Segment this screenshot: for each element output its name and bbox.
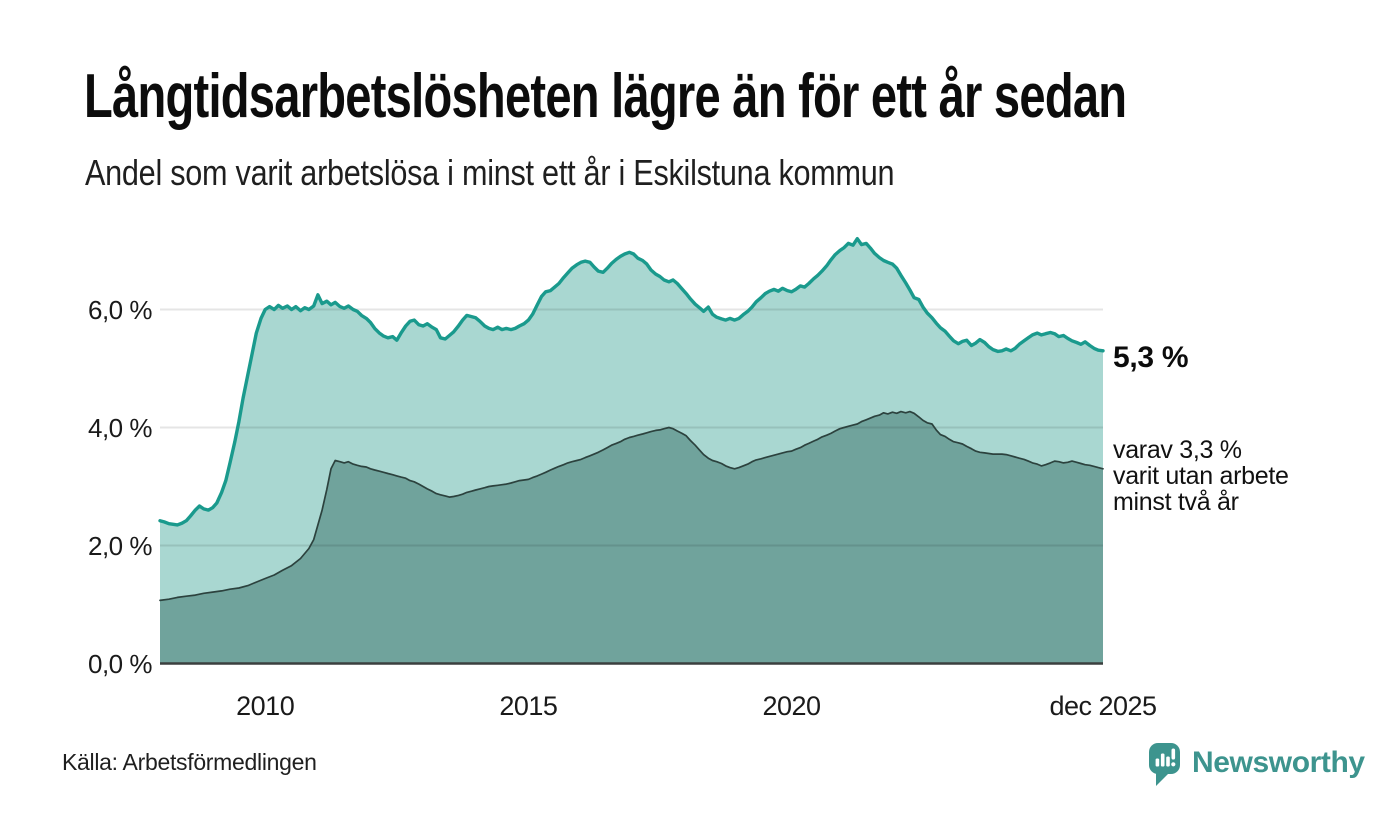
latest-value-label: 5,3 % bbox=[1113, 341, 1189, 374]
y-tick-2: 2,0 % bbox=[88, 530, 153, 561]
y-tick-4: 4,0 % bbox=[88, 412, 153, 443]
secondary-value-label: varav 3,3 % varit utan arbete minst två … bbox=[1113, 437, 1289, 515]
brand-logo: Newsworthy bbox=[1148, 742, 1365, 790]
y-tick-0: 0,0 % bbox=[88, 648, 153, 679]
x-tick-dec-2025: dec 2025 bbox=[1049, 691, 1157, 721]
secondary-value-line-3: minst två år bbox=[1113, 488, 1239, 516]
x-tick-2020: 2020 bbox=[762, 691, 821, 721]
x-tick-2015: 2015 bbox=[499, 691, 558, 721]
x-tick-2010: 2010 bbox=[236, 691, 295, 721]
secondary-value-line-2: varit utan arbete bbox=[1113, 462, 1289, 490]
y-tick-6: 6,0 % bbox=[88, 294, 153, 325]
brand-wordmark: Newsworthy bbox=[1192, 746, 1365, 779]
newsworthy-icon bbox=[1149, 743, 1180, 786]
secondary-value-line-1: varav 3,3 % bbox=[1113, 436, 1242, 464]
page-title: Långtidsarbetslösheten lägre än för ett … bbox=[84, 62, 1127, 131]
chart-subtitle: Andel som varit arbetslösa i minst ett å… bbox=[85, 152, 895, 193]
source-caption: Källa: Arbetsförmedlingen bbox=[62, 749, 317, 775]
